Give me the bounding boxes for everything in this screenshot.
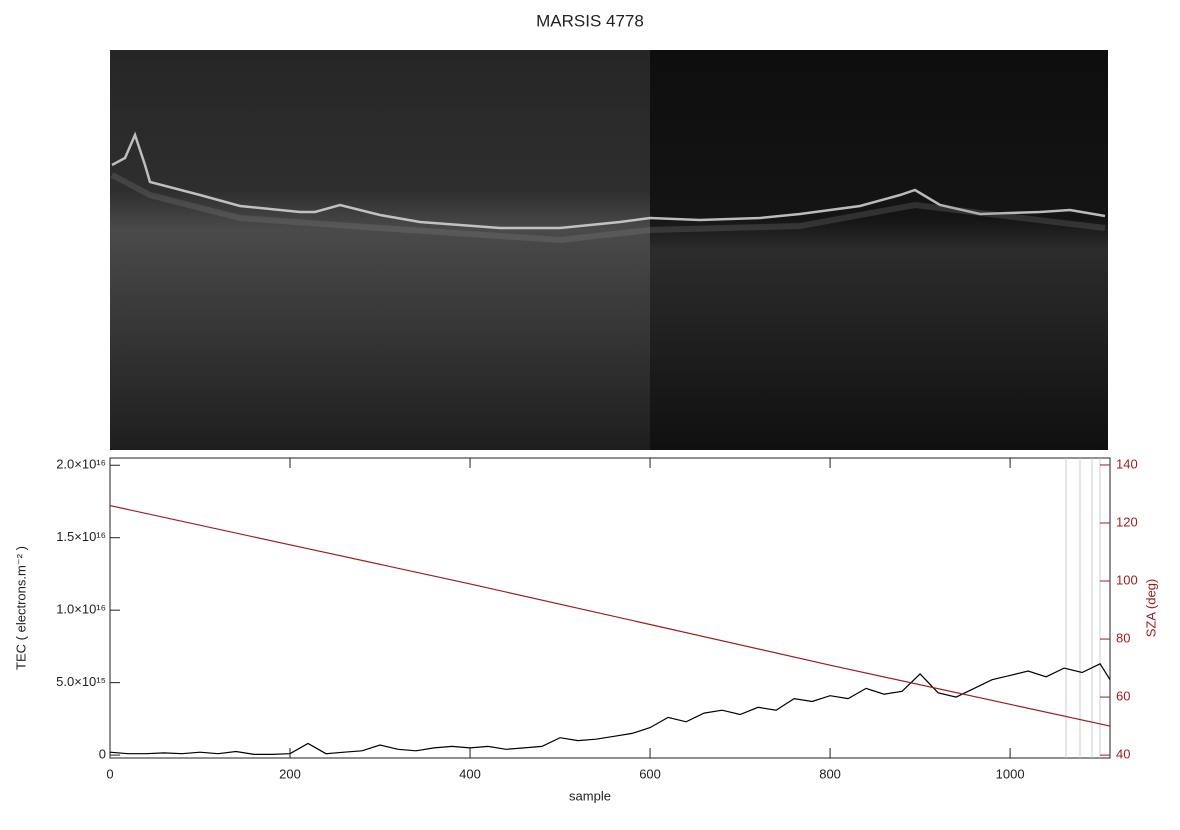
y2-tick-label: 100	[1116, 572, 1138, 587]
x-tick-label: 1000	[996, 766, 1025, 781]
data-line	[109, 663, 1111, 755]
radargram	[110, 50, 1108, 450]
data-line	[109, 505, 1111, 727]
x-tick-label: 200	[279, 766, 301, 781]
chart-title: MARSIS 4778	[536, 11, 644, 30]
y-tick-label: 5.0×10¹⁵	[56, 674, 106, 689]
y2-tick-label: 60	[1116, 689, 1130, 704]
y2-tick-label: 40	[1116, 747, 1130, 762]
y-tick-label: 2.0×10¹⁶	[56, 457, 106, 472]
plot-frame	[109, 457, 1111, 759]
x-tick-label: 400	[459, 766, 481, 781]
y-axis-label: TEC ( electrons.m⁻² )	[13, 546, 28, 670]
y2-tick-label: 80	[1116, 630, 1130, 645]
marker-lines	[1065, 458, 1101, 758]
y2-tick-label: 140	[1116, 456, 1138, 471]
x-tick-label: 800	[819, 766, 841, 781]
y-tick-label: 1.0×10¹⁶	[56, 602, 106, 617]
x-axis-label: sample	[569, 788, 611, 803]
x-tick-label: 600	[639, 766, 661, 781]
x-tick-label: 0	[106, 766, 113, 781]
y-tick-label: 0	[99, 747, 106, 762]
y2-axis-label: SZA (deg)	[1143, 579, 1158, 638]
y-tick-label: 1.5×10¹⁶	[56, 529, 106, 544]
y2-tick-label: 120	[1116, 514, 1138, 529]
